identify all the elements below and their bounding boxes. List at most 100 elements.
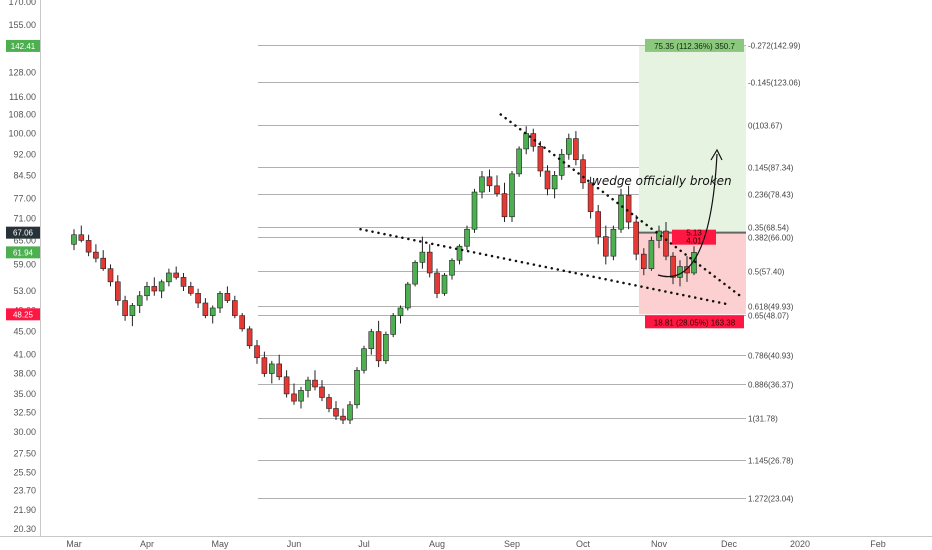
candle-body [509, 173, 515, 218]
y-tick-label: 84.50 [13, 170, 36, 180]
candle-body [375, 331, 382, 362]
candle-body [580, 159, 586, 184]
y-axis: 170.00155.00142.00128.00116.00108.00100.… [0, 0, 41, 536]
candle-body [305, 379, 311, 391]
candle-body [471, 191, 478, 230]
fib-level-label: -0.145(123.06) [748, 79, 801, 88]
candle-body [78, 234, 85, 241]
y-tick-label: 92.00 [13, 149, 36, 159]
fib-level-label: 0.35(68.54) [748, 224, 789, 233]
candle-body [276, 363, 283, 378]
y-tick-label: 155.00 [8, 20, 36, 30]
candle-body [239, 315, 245, 330]
candle-body [670, 255, 676, 278]
candle-body [347, 404, 353, 421]
breakout-arrowhead [710, 148, 723, 161]
candle-body [291, 393, 297, 402]
ratio-label-box [672, 229, 716, 245]
y-tick-label: 30.00 [13, 427, 36, 437]
breakout-arrow [657, 153, 718, 278]
candle-body [361, 348, 367, 371]
x-tick-label: Mar [66, 539, 82, 549]
y-tick-label: 27.50 [13, 449, 36, 459]
price-tag [6, 246, 40, 259]
fib-level-label: 1.272(23.04) [748, 495, 794, 504]
candle-body [180, 277, 187, 287]
candle-body [319, 386, 325, 398]
candle-body [107, 268, 114, 283]
candle-body [283, 376, 290, 395]
x-tick-label: Oct [576, 539, 591, 549]
fib-level-label: 0.145(87.34) [748, 164, 794, 173]
candle-body [494, 185, 500, 194]
y-tick-label: 108.00 [8, 110, 36, 120]
candle-body [419, 251, 426, 263]
price-tag [6, 39, 40, 52]
candle-body [217, 293, 223, 309]
candle-body [354, 369, 360, 406]
x-tick-label: Nov [651, 539, 668, 549]
fib-level-label: 1(31.78) [748, 415, 778, 424]
candle-body [136, 295, 143, 306]
target-label-box [645, 38, 744, 52]
x-axis: Mar Apr May Jun Jul Aug Sep Oct Nov Dec 2020 Feb [0, 536, 932, 550]
y-tick-label: 20.30 [13, 524, 36, 534]
candle-body [677, 266, 683, 278]
x-axis-background [0, 536, 932, 550]
ratio-label-1: 5.13 [686, 229, 702, 238]
fib-level-label: 0.5(57.40) [748, 268, 785, 277]
candle-body [71, 234, 77, 245]
candle-body [551, 175, 558, 190]
candle-body [691, 252, 697, 274]
stop-label: 18.81 (28.05%) 163.38 [654, 318, 736, 327]
candle-body [312, 379, 318, 388]
candle-body [464, 228, 470, 247]
y-tick-label: 25.50 [13, 467, 36, 477]
x-tick-label: Apr [140, 539, 154, 549]
candle-body [595, 211, 602, 237]
stop-label-box [645, 315, 744, 329]
candle-body [261, 357, 268, 374]
x-tick-label: Jul [358, 539, 370, 549]
candle-body [426, 251, 433, 274]
price-tag-label: 142.41 [11, 42, 36, 51]
y-tick-label: 21.90 [13, 505, 36, 515]
candlestick-series [71, 126, 697, 425]
candle-body [298, 390, 304, 402]
x-tick-label: May [211, 539, 229, 549]
fib-level-label: 0.236(78.43) [748, 191, 794, 200]
candle-body [115, 281, 121, 301]
candle-body [368, 331, 375, 350]
candle-body [340, 415, 346, 421]
price-tag-label: 48.25 [13, 310, 34, 319]
candle-body [441, 274, 448, 294]
fib-level-label: 0.65(48.07) [748, 312, 789, 321]
candle-body [100, 257, 106, 269]
candle-body [558, 153, 565, 176]
fib-level-label: 0.382(66.00) [748, 234, 794, 243]
candle-body [268, 363, 275, 374]
price-tags: 142.41 67.06 61.94 48.25 [6, 39, 40, 321]
candle-body [158, 281, 165, 292]
candle-body [209, 307, 216, 316]
candle-body [404, 283, 411, 309]
candle-body [479, 176, 485, 193]
candle-body [397, 307, 404, 316]
y-tick-label: 116.00 [9, 92, 36, 102]
y-tick-label: 41.00 [13, 350, 36, 360]
candle-body [129, 305, 136, 316]
candle-body [684, 266, 690, 274]
candle-body [195, 293, 201, 304]
upper-wedge-trendline [499, 113, 745, 300]
candle-body [202, 302, 209, 316]
y-tick-label: 59.00 [13, 259, 36, 269]
candle-body [610, 228, 617, 257]
candle-body [326, 397, 332, 409]
y-tick-label: 32.50 [13, 407, 36, 417]
fib-level-label: 0(103.67) [748, 122, 783, 131]
candle-body [537, 146, 544, 172]
candle-body [663, 230, 669, 257]
candle-body [648, 240, 655, 269]
